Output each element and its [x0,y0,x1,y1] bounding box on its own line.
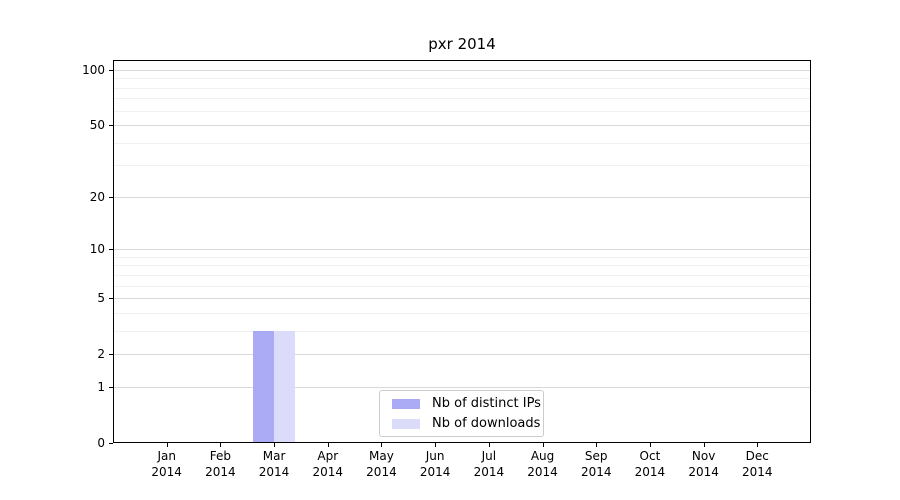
x-tick-month: Oct [639,449,661,463]
x-tick-label: Oct 2014 [618,448,682,480]
x-tick-mark [220,443,222,447]
x-tick-mark [703,443,705,447]
minor-gridline [113,98,811,100]
major-gridline [113,125,811,127]
x-tick-month: Jul [481,449,497,463]
x-tick-month: Feb [209,449,231,463]
legend-swatch [392,418,420,429]
y-tick-mark [109,386,113,388]
x-tick-year: 2014 [151,465,182,479]
x-tick-year: 2014 [527,465,558,479]
minor-gridline [113,330,811,332]
x-tick-month: Dec [745,449,769,463]
minor-gridline [113,256,811,258]
legend-label: Nb of distinct IPs [432,396,541,411]
y-tick-label: 5 [97,291,105,306]
legend-row: Nb of downloads [392,416,543,431]
x-tick-year: 2014 [688,465,719,479]
x-tick-label: Mar 2014 [242,448,306,480]
x-tick-year: 2014 [366,465,397,479]
x-tick-label: Jul 2014 [457,448,521,480]
minor-gridline [113,165,811,167]
minor-gridline [113,142,811,144]
legend-label: Nb of downloads [432,416,541,431]
x-tick-label: Apr 2014 [296,448,360,480]
x-tick-mark [435,443,437,447]
minor-gridline [113,87,811,89]
x-tick-label: Aug 2014 [511,448,575,480]
x-tick-year: 2014 [473,465,505,479]
minor-gridline [113,274,811,276]
y-tick-mark [109,443,113,444]
chart-title: pxr 2014 [428,35,496,53]
x-tick-mark [381,443,383,447]
x-tick-year: 2014 [634,465,666,479]
x-tick-year: 2014 [580,465,612,479]
x-tick-label: Jan 2014 [135,448,199,480]
y-tick-label: 50 [89,118,105,133]
legend-row: Nb of distinct IPs [392,396,543,411]
x-tick-month: Aug [530,449,555,463]
bar-nb-of-downloads [274,330,296,443]
minor-gridline [113,265,811,267]
x-tick-label: Jun 2014 [403,448,467,480]
x-tick-label: Dec 2014 [725,448,789,480]
x-tick-mark [757,443,759,447]
major-gridline [113,298,811,300]
y-tick-label: 0 [97,436,105,450]
major-gridline [113,249,811,251]
x-tick-month: Sep [584,449,608,463]
x-tick-month: May [369,449,394,463]
legend-swatch [392,398,420,409]
y-tick-mark [109,249,113,251]
y-tick-label: 1 [97,379,105,394]
major-gridline [113,69,811,71]
legend: Nb of distinct IPs Nb of downloads [379,390,544,437]
plot-area [113,60,811,443]
y-tick-mark [109,125,113,127]
x-tick-month: Mar [262,449,286,463]
x-tick-year: 2014 [742,465,773,479]
x-tick-year: 2014 [419,465,451,479]
minor-gridline [113,285,811,287]
x-tick-month: Nov [691,449,716,463]
y-tick-mark [109,354,113,356]
minor-gridline [113,110,811,112]
x-tick-month: Jun [425,449,445,463]
x-tick-month: Apr [317,449,339,463]
major-gridline [113,196,811,198]
y-tick-label: 100 [82,62,105,77]
x-tick-label: Feb 2014 [188,448,252,480]
x-tick-label: Nov 2014 [672,448,736,480]
bar-nb-of-distinct-ips [253,330,275,443]
x-tick-mark [166,443,168,447]
minor-gridline [113,78,811,80]
y-tick-mark [109,298,113,300]
y-tick-label: 10 [89,242,105,257]
x-tick-year: 2014 [258,465,290,479]
x-tick-label: Sep 2014 [564,448,628,480]
x-tick-mark [327,443,329,447]
minor-gridline [113,312,811,314]
x-tick-mark [488,443,490,447]
x-tick-label: May 2014 [349,448,413,480]
x-tick-mark [274,443,276,447]
x-tick-mark [542,443,544,447]
y-tick-label: 20 [89,189,105,204]
y-tick-mark [109,196,113,198]
x-tick-month: Jan [157,449,176,463]
x-tick-year: 2014 [312,465,344,479]
x-tick-mark [596,443,598,447]
major-gridline [113,386,811,388]
x-tick-mark [649,443,651,447]
major-gridline [113,354,811,356]
x-tick-year: 2014 [205,465,236,479]
y-tick-label: 2 [97,347,105,362]
y-tick-mark [109,69,113,71]
